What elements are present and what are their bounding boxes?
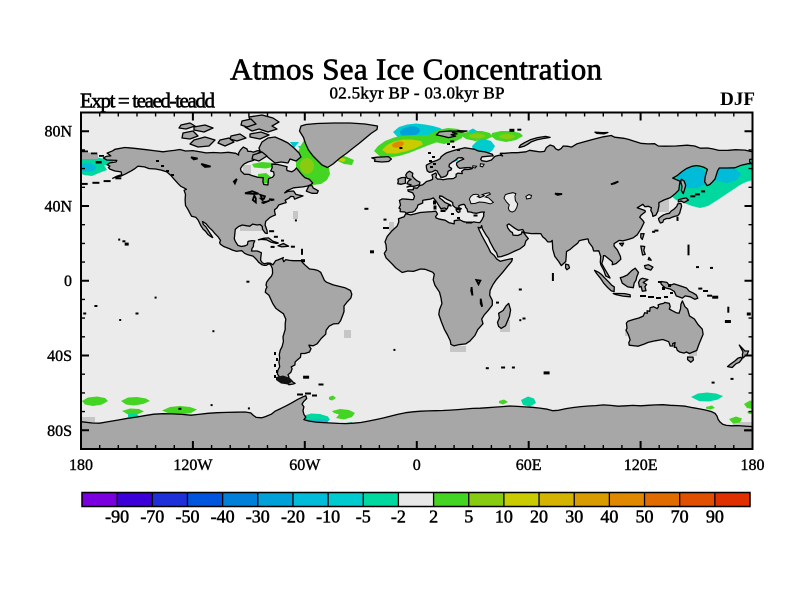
svg-text:-50: -50 [175, 507, 199, 527]
svg-text:-30: -30 [246, 507, 270, 527]
svg-text:60W: 60W [289, 457, 321, 474]
svg-text:-40: -40 [211, 507, 235, 527]
svg-text:80S: 80S [47, 423, 72, 440]
svg-text:2: 2 [429, 507, 438, 527]
svg-text:40: 40 [600, 507, 618, 527]
svg-text:50: 50 [636, 507, 654, 527]
svg-text:10: 10 [495, 507, 513, 527]
svg-text:-70: -70 [140, 507, 164, 527]
svg-text:60E: 60E [516, 457, 542, 474]
svg-text:120E: 120E [624, 457, 658, 474]
svg-text:40N: 40N [44, 199, 72, 216]
svg-text:40S: 40S [47, 348, 72, 365]
svg-text:-10: -10 [316, 507, 340, 527]
svg-text:180: 180 [69, 457, 93, 474]
svg-text:-90: -90 [105, 507, 129, 527]
svg-text:30: 30 [565, 507, 583, 527]
svg-text:Atmos Sea Ice Concentration: Atmos Sea Ice Concentration [230, 52, 603, 87]
svg-text:-5: -5 [356, 507, 371, 527]
svg-text:-2: -2 [391, 507, 406, 527]
svg-text:-20: -20 [281, 507, 305, 527]
svg-text:0: 0 [64, 273, 72, 290]
svg-text:120W: 120W [173, 457, 213, 474]
svg-text:5: 5 [464, 507, 473, 527]
svg-text:80N: 80N [44, 124, 72, 141]
svg-text:0: 0 [413, 457, 421, 474]
svg-text:Expt = teaed-teadd: Expt = teaed-teadd [80, 89, 216, 113]
svg-text:02.5kyr BP - 03.0kyr BP: 02.5kyr BP - 03.0kyr BP [330, 84, 505, 103]
svg-text:90: 90 [706, 507, 724, 527]
svg-text:180: 180 [741, 457, 765, 474]
svg-text:DJF: DJF [720, 89, 755, 110]
svg-text:70: 70 [671, 507, 689, 527]
svg-text:20: 20 [530, 507, 548, 527]
